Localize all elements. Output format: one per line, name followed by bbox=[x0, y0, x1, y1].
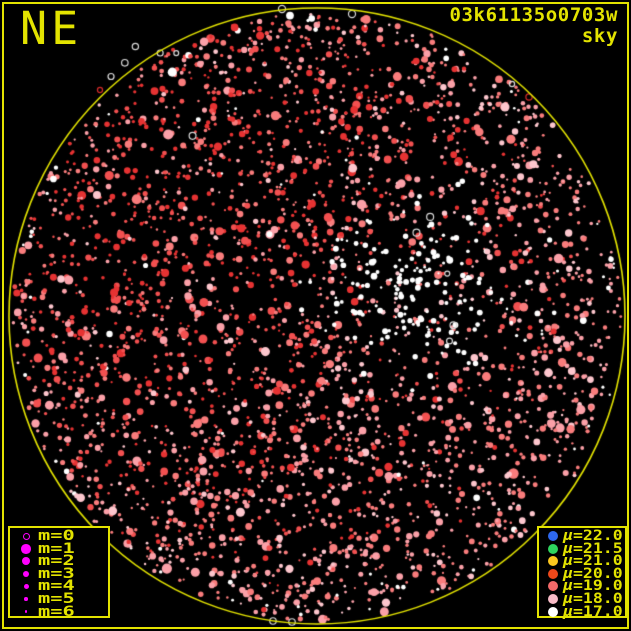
legend-row: μ=21.0 bbox=[543, 553, 625, 570]
legend-row-label: μ=21.0 bbox=[563, 553, 623, 570]
legend-row: m=6 bbox=[14, 603, 108, 620]
mu-legend-marker bbox=[548, 606, 558, 617]
size-legend-marker bbox=[21, 544, 31, 554]
legend-row-label: m=1 bbox=[38, 540, 75, 557]
mu-legend-marker bbox=[548, 543, 558, 554]
legend-row-label: m=0 bbox=[38, 528, 75, 545]
legend-row-label: m=6 bbox=[38, 603, 75, 620]
legend-row-label: μ=19.0 bbox=[563, 578, 623, 595]
orientation-label: NE bbox=[20, 2, 83, 55]
mu-color-legend: μ=22.0 μ=21.5 μ=21.0 μ=20.0 μ=19.0 μ=18.0 μ=17… bbox=[537, 526, 627, 620]
legend-row: μ=21.5 bbox=[543, 540, 625, 557]
mu-legend-marker bbox=[548, 594, 558, 604]
size-legend-marker bbox=[22, 532, 30, 540]
magnitude-size-legend: m=0 m=1 m=2 m=3 m=4 m=5 m=6 bbox=[8, 526, 110, 620]
legend-row: m=1 bbox=[14, 540, 108, 557]
legend-row: μ=20.0 bbox=[543, 565, 625, 582]
legend-row-label: μ=21.5 bbox=[563, 540, 623, 557]
size-legend-marker bbox=[23, 583, 29, 589]
plot-subtitle: sky bbox=[581, 25, 618, 47]
legend-row: μ=22.0 bbox=[543, 528, 625, 545]
size-legend-marker bbox=[24, 610, 28, 613]
legend-row: μ=18.0 bbox=[543, 591, 625, 608]
plot-title: 03k61135o0703w bbox=[449, 4, 618, 26]
legend-row-label: m=5 bbox=[38, 591, 75, 608]
size-legend-marker bbox=[22, 557, 30, 566]
legend-row: m=2 bbox=[14, 553, 108, 570]
legend-row-label: m=4 bbox=[38, 578, 75, 595]
legend-row: m=5 bbox=[14, 591, 108, 608]
legend-row-label: m=2 bbox=[38, 553, 75, 570]
legend-row-label: μ=22.0 bbox=[563, 528, 623, 545]
legend-row: m=0 bbox=[14, 528, 108, 545]
size-legend-marker bbox=[22, 570, 30, 578]
legend-row: m=4 bbox=[14, 578, 108, 595]
title-block: 03k61135o0703w sky bbox=[449, 5, 618, 47]
size-legend-marker bbox=[24, 597, 28, 601]
mu-legend-marker bbox=[548, 568, 558, 579]
legend-row-label: m=3 bbox=[38, 565, 75, 582]
legend-row-label: μ=20.0 bbox=[563, 565, 623, 582]
legend-row: μ=17.0 bbox=[543, 603, 625, 620]
mu-legend-marker bbox=[548, 581, 558, 592]
legend-row: m=3 bbox=[14, 565, 108, 582]
legend-row-label: μ=17.0 bbox=[563, 603, 623, 620]
mu-legend-marker bbox=[548, 556, 558, 567]
legend-row-label: μ=18.0 bbox=[563, 591, 623, 608]
legend-row: μ=19.0 bbox=[543, 578, 625, 595]
mu-legend-marker bbox=[548, 531, 558, 542]
